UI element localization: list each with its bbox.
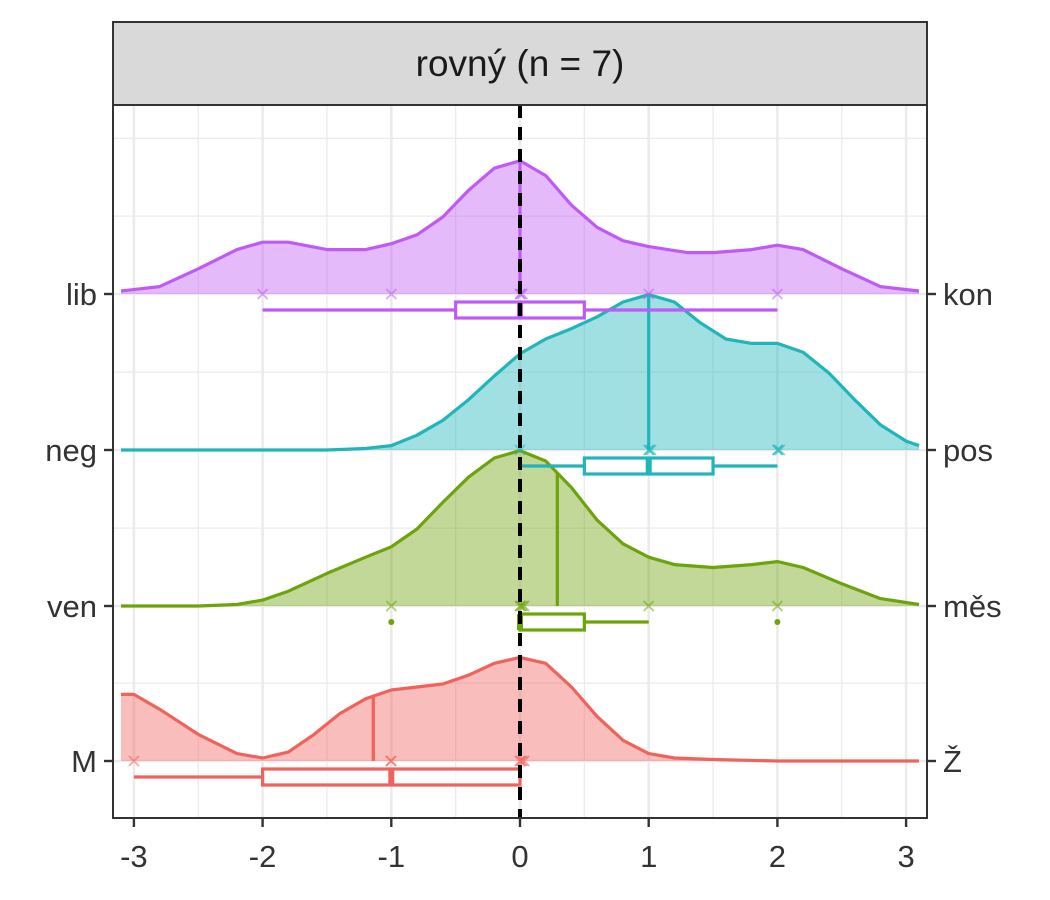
data-point bbox=[643, 444, 655, 456]
facet-strip-background bbox=[112, 21, 928, 106]
data-point bbox=[516, 755, 529, 767]
y-tick-label-left: ven bbox=[47, 589, 97, 624]
density-curve bbox=[121, 449, 920, 608]
data-point bbox=[643, 600, 655, 612]
x-tick-label: -1 bbox=[378, 839, 406, 874]
x-tick-label: -3 bbox=[120, 839, 148, 874]
y-tick-label-left: neg bbox=[45, 433, 97, 468]
y-tick-label-right: kon bbox=[943, 277, 993, 312]
data-point bbox=[514, 755, 527, 767]
facet-title: rovný (n = 7) bbox=[416, 43, 625, 84]
y-tick-label-right: Ž bbox=[943, 744, 962, 779]
box-iqr bbox=[518, 612, 586, 632]
data-point bbox=[643, 288, 655, 300]
x-tick-label: 2 bbox=[769, 839, 786, 874]
y-tick-label-right: měs bbox=[943, 589, 1002, 624]
data-point bbox=[772, 444, 784, 456]
x-tick-label: 1 bbox=[640, 839, 657, 874]
data-point bbox=[771, 288, 784, 300]
density-curve bbox=[121, 655, 919, 763]
y-tick-label-left: lib bbox=[66, 277, 97, 312]
data-point bbox=[518, 755, 530, 767]
data-point bbox=[128, 755, 140, 767]
data-point bbox=[385, 288, 397, 300]
data-point bbox=[774, 444, 786, 456]
x-tick-label: -2 bbox=[249, 839, 277, 874]
box-outlier bbox=[388, 619, 395, 625]
y-tick-label-left: M bbox=[71, 744, 97, 779]
data-point bbox=[771, 600, 784, 612]
data-point bbox=[385, 755, 397, 767]
x-tick-label: 3 bbox=[897, 839, 914, 874]
data-point bbox=[516, 600, 529, 612]
data-point bbox=[518, 600, 530, 612]
y-tick-label-right: pos bbox=[943, 433, 993, 468]
data-point bbox=[514, 444, 526, 456]
box-outlier bbox=[774, 619, 781, 625]
x-tick-label: 0 bbox=[511, 839, 528, 874]
density-curve bbox=[121, 293, 920, 452]
data-point bbox=[514, 600, 527, 612]
data-point bbox=[385, 600, 397, 612]
data-point bbox=[256, 288, 269, 300]
facet-strip: rovný (n = 7) bbox=[112, 21, 928, 106]
data-point bbox=[645, 444, 657, 456]
